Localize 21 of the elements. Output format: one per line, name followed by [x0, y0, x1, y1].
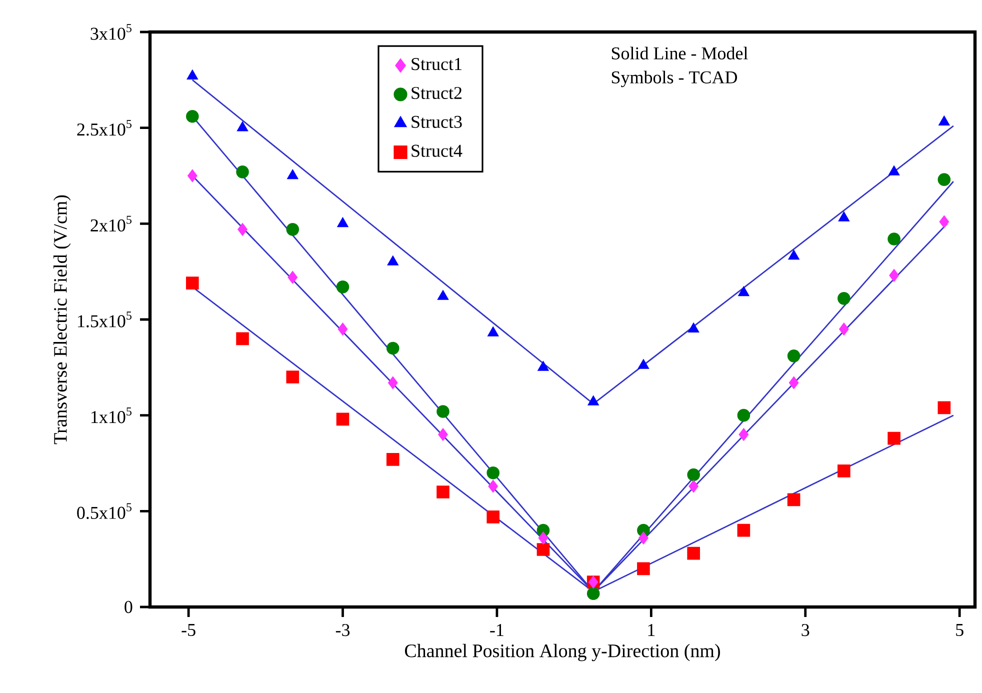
y-tick-label: 2.5x10$^{5}$ [77, 120, 132, 136]
annotation: Symbols - TCAD [612, 70, 738, 88]
y-tick-label: 1.5x10$^{5}$ [78, 312, 132, 328]
x-tick-label: -1 [490, 624, 504, 636]
x-tick-label: -3 [336, 624, 350, 636]
x-tick-label: 3 [802, 624, 810, 636]
legend-label: Struct1 [412, 58, 462, 70]
x-tick-label: 5 [956, 624, 964, 636]
y-tick-label: 2x10$^{5}$ [90, 216, 132, 232]
x-tick-label: -5 [182, 624, 196, 636]
y-axis-title: Transverse Electric Field (V/cm) [53, 195, 71, 444]
y-tick-label: 0 [124, 600, 132, 614]
legend-label: Struct2 [412, 86, 462, 100]
y-tick-label: 1x10$^{5}$ [92, 407, 132, 424]
y-tick-label: 0.5x10$^{5}$ [77, 503, 132, 520]
legend-label: Struct3 [412, 116, 462, 128]
annotation: Solid Line - Model [612, 46, 748, 60]
x-tick-label: 1 [648, 624, 655, 636]
legend-label: Struct4 [412, 144, 462, 157]
y-tick-label: 3x10$^{5}$ [90, 24, 132, 40]
x-axis-title: Channel Position Along y-Direction (nm) [404, 644, 720, 662]
